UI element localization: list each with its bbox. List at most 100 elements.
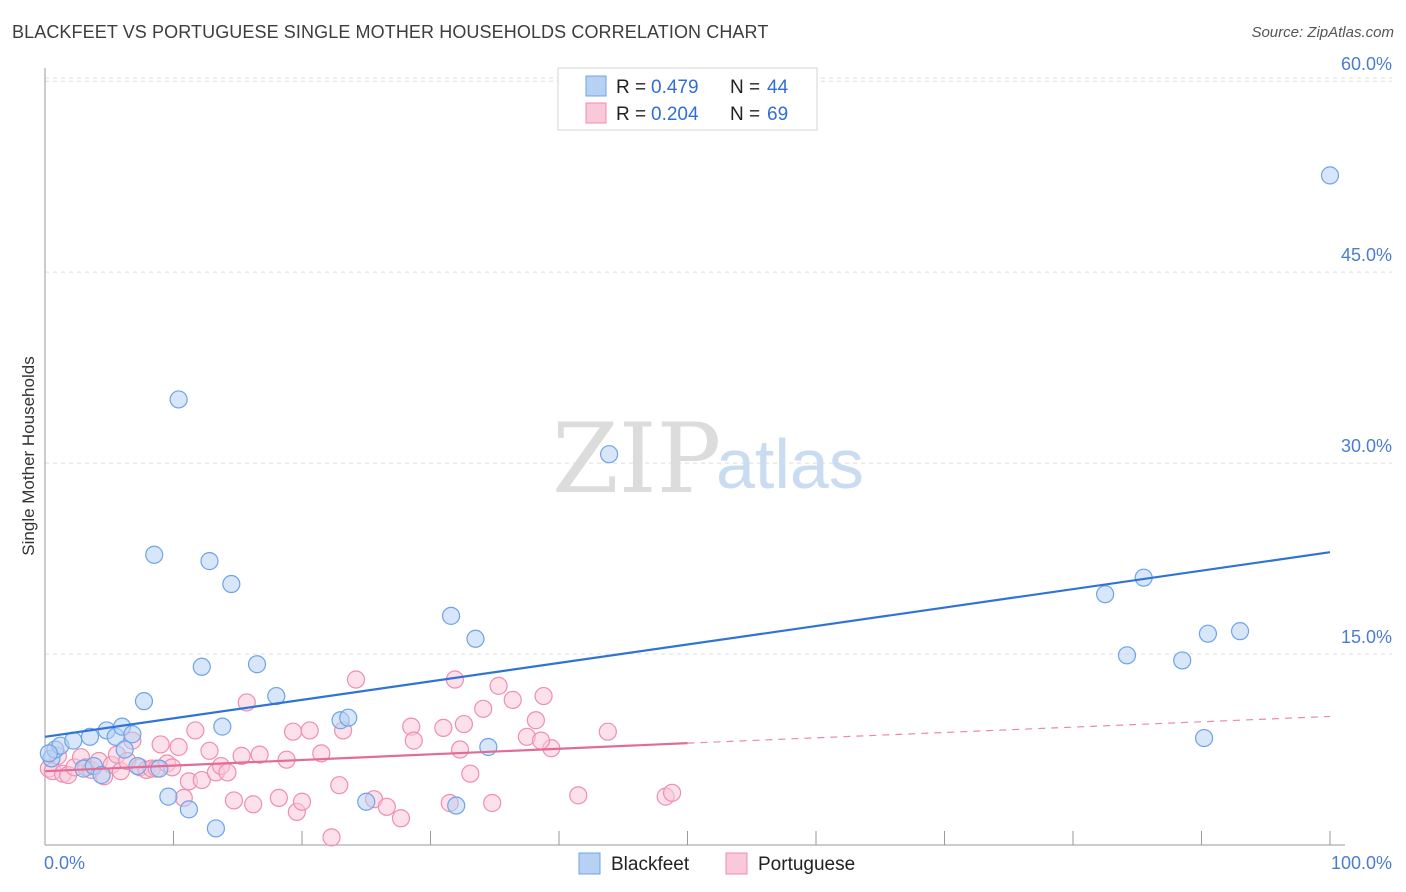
point-portuguese-27	[192, 770, 211, 790]
point-portuguese-50	[391, 809, 411, 828]
point-blackfeet-42	[1320, 166, 1340, 185]
point-portuguese-49	[377, 797, 396, 816]
point-portuguese-20	[151, 735, 170, 754]
point-portuguese-37	[269, 788, 288, 807]
legend-swatch-blackfeet	[585, 75, 607, 97]
point-portuguese-67	[569, 786, 588, 805]
x-axis-ticks	[173, 831, 1331, 845]
point-portuguese-57	[454, 714, 474, 734]
series-legend: Blackfeet Portuguese	[578, 852, 855, 875]
point-portuguese-56	[450, 740, 470, 759]
point-portuguese-28	[200, 741, 219, 760]
point-blackfeet-24	[222, 574, 241, 594]
grid-lines	[45, 77, 1392, 655]
legend-n-value-2: 69	[767, 104, 788, 125]
point-portuguese-47	[346, 670, 366, 689]
data-points	[39, 166, 1340, 847]
point-portuguese-45	[330, 776, 349, 795]
point-portuguese-extra-2	[531, 731, 551, 750]
series-legend-label-blackfeet: Blackfeet	[611, 854, 690, 875]
y-axis-label: Single Mother Households	[19, 356, 38, 555]
y-tick-label-30: 30.0%	[1341, 436, 1392, 456]
point-blackfeet-34	[600, 445, 619, 464]
trend-lines	[44, 551, 1331, 773]
point-portuguese-43	[312, 744, 331, 763]
point-blackfeet-25	[247, 655, 267, 674]
point-blackfeet-5	[80, 727, 100, 746]
point-blackfeet-30	[441, 606, 461, 625]
point-portuguese-65	[534, 686, 553, 706]
point-portuguese-62	[503, 690, 522, 709]
point-portuguese-58	[461, 764, 480, 783]
series-legend-swatch-portuguese	[725, 852, 748, 875]
point-blackfeet-14	[134, 692, 154, 711]
point-portuguese-68	[598, 722, 617, 741]
trend-line-blackfeet	[44, 551, 1331, 738]
legend-r-label-1: R =	[616, 77, 646, 98]
point-portuguese-32	[224, 791, 243, 810]
trend-line-portuguese-extrapolated	[687, 715, 1331, 744]
source-label: Source: ZipAtlas.com	[1251, 24, 1394, 41]
legend-r-value-2: 0.204	[651, 104, 699, 125]
y-tick-label-60: 60.0%	[1341, 54, 1392, 74]
point-blackfeet-38	[1173, 651, 1192, 670]
legend-r-label-2: R =	[616, 104, 646, 125]
point-portuguese-52	[404, 731, 423, 750]
point-portuguese-35	[244, 795, 263, 814]
trend-line-portuguese	[44, 742, 688, 773]
point-blackfeet-18	[169, 390, 188, 409]
point-portuguese-61	[489, 676, 508, 695]
point-blackfeet-17	[159, 787, 178, 806]
point-blackfeet-31	[447, 796, 466, 815]
y-tick-label-45: 45.0%	[1341, 245, 1392, 265]
point-portuguese-42	[300, 721, 319, 740]
point-portuguese-26	[186, 721, 205, 740]
y-tick-label-15: 15.0%	[1341, 627, 1392, 647]
series-legend-swatch-blackfeet	[578, 852, 601, 875]
point-portuguese-41	[292, 792, 312, 811]
x-tick-label-max: 100.0%	[1331, 853, 1392, 873]
point-blackfeet-22	[206, 819, 226, 838]
point-portuguese-36	[250, 745, 269, 764]
point-portuguese-53	[434, 718, 453, 737]
point-blackfeet-41	[1230, 622, 1250, 641]
x-tick-label-min: 0.0%	[44, 853, 85, 873]
point-blackfeet-29	[357, 792, 376, 811]
point-portuguese-60	[483, 793, 502, 813]
watermark-atlas: atlas	[716, 425, 864, 503]
point-blackfeet-35	[1096, 585, 1115, 604]
point-portuguese-33	[232, 746, 251, 765]
point-portuguese-23	[169, 737, 188, 757]
legend-n-value-1: 44	[767, 77, 789, 98]
point-blackfeet-43	[39, 744, 58, 763]
point-blackfeet-19	[179, 800, 199, 819]
point-blackfeet-7	[92, 765, 111, 785]
point-blackfeet-28	[339, 708, 358, 727]
point-blackfeet-15	[145, 545, 164, 564]
stats-legend: R = 0.479 N = 44 R = 0.204 N = 69	[557, 67, 818, 131]
point-portuguese-extra-1	[662, 783, 682, 802]
point-blackfeet-12	[123, 725, 142, 744]
point-blackfeet-21	[200, 552, 219, 571]
point-portuguese-59	[474, 699, 493, 718]
legend-n-label-1: N =	[730, 77, 760, 98]
series-legend-label-portuguese: Portuguese	[758, 854, 855, 875]
legend-n-label-2: N =	[730, 104, 760, 125]
point-blackfeet-36	[1117, 646, 1137, 665]
point-portuguese-31	[218, 763, 237, 782]
point-portuguese-64	[526, 711, 545, 730]
point-blackfeet-20	[192, 657, 211, 676]
point-blackfeet-39	[1194, 728, 1214, 748]
chart-title: BLACKFEET VS PORTUGUESE SINGLE MOTHER HO…	[12, 22, 769, 42]
legend-swatch-portuguese	[585, 102, 607, 124]
legend-r-value-1: 0.479	[651, 77, 699, 98]
point-blackfeet-11	[115, 740, 134, 759]
point-portuguese-39	[283, 722, 303, 741]
point-blackfeet-16	[150, 759, 169, 778]
point-blackfeet-23	[213, 717, 232, 736]
watermark-zip: ZIP	[552, 403, 721, 515]
point-blackfeet-40	[1198, 624, 1218, 643]
point-blackfeet-32	[466, 629, 485, 648]
point-portuguese-44	[322, 828, 341, 847]
